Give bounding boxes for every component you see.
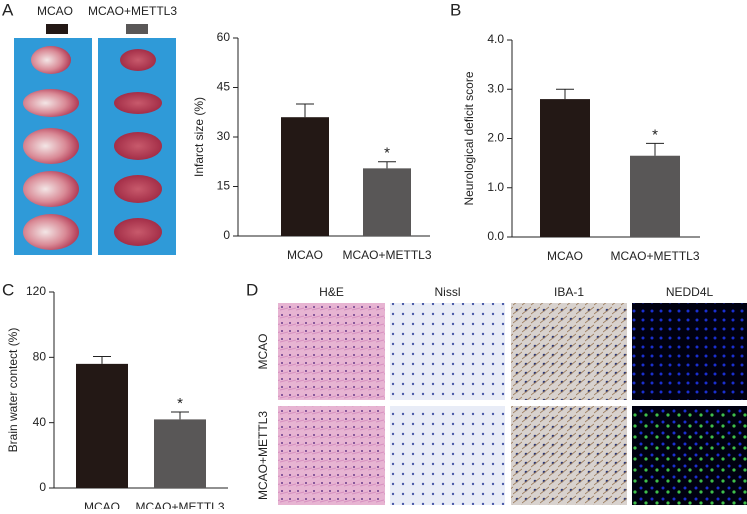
y-tick-label: 30 bbox=[217, 129, 231, 143]
brain-slice bbox=[23, 128, 79, 164]
y-tick-label: 0 bbox=[39, 480, 46, 494]
panel-d: D H&E Nissl IBA-1 NEDD4L MCAO MCAO+METTL3 bbox=[246, 280, 747, 505]
y-tick-label: 0.0 bbox=[487, 229, 504, 243]
brain-slice bbox=[23, 89, 79, 117]
significance-mark: * bbox=[652, 126, 658, 143]
bar bbox=[540, 99, 590, 237]
row-label: MCAO+METTL3 bbox=[256, 411, 270, 500]
y-tick-label: 0 bbox=[223, 228, 230, 242]
x-tick-label: MCAO+METTL3 bbox=[610, 249, 699, 263]
x-tick-label: MCAO bbox=[547, 249, 583, 263]
y-axis-label: Infarct size (%) bbox=[192, 97, 206, 177]
panel-a-images: A MCAO MCAO+METTL3 bbox=[2, 0, 177, 255]
micrograph bbox=[511, 406, 627, 505]
y-tick-label: 60 bbox=[217, 30, 231, 44]
panel-label: D bbox=[246, 280, 258, 299]
micrograph bbox=[632, 406, 747, 505]
brain-slice bbox=[31, 46, 71, 74]
y-axis-label: Brain water contect (%) bbox=[6, 328, 20, 453]
bar bbox=[154, 419, 206, 488]
y-tick-label: 120 bbox=[26, 284, 46, 298]
y-tick-label: 2.0 bbox=[487, 131, 504, 145]
legend-label: MCAO bbox=[37, 4, 73, 18]
panel-label: A bbox=[2, 0, 14, 19]
y-tick-label: 4.0 bbox=[487, 32, 504, 46]
y-tick-label: 45 bbox=[217, 80, 231, 94]
micrograph bbox=[390, 406, 505, 505]
micrograph bbox=[278, 406, 385, 505]
bar bbox=[281, 117, 329, 236]
x-tick-label: MCAO bbox=[287, 248, 323, 262]
y-tick-label: 80 bbox=[33, 350, 47, 364]
y-tick-label: 1.0 bbox=[487, 180, 504, 194]
y-tick-label: 40 bbox=[33, 415, 47, 429]
y-tick-label: 3.0 bbox=[487, 81, 504, 95]
x-tick-label: MCAO bbox=[84, 500, 120, 509]
y-axis-label: Neurological deficit score bbox=[462, 71, 476, 205]
significance-mark: * bbox=[384, 145, 390, 162]
brain-slice bbox=[114, 132, 162, 160]
significance-mark: * bbox=[177, 395, 183, 412]
column-label: IBA-1 bbox=[554, 285, 584, 299]
micrograph bbox=[278, 303, 385, 400]
bar bbox=[76, 363, 128, 488]
bar bbox=[363, 168, 411, 236]
legend-swatch bbox=[46, 24, 68, 34]
legend-label: MCAO+METTL3 bbox=[88, 4, 177, 18]
x-tick-label: MCAO+METTL3 bbox=[342, 248, 431, 262]
x-tick-label: MCAO+METTL3 bbox=[135, 500, 224, 509]
column-label: Nissl bbox=[435, 285, 461, 299]
micrograph bbox=[632, 303, 747, 400]
brain-slice bbox=[120, 49, 156, 71]
brain-slice bbox=[114, 218, 162, 246]
brain-slice bbox=[23, 171, 79, 207]
brain-slice bbox=[114, 92, 162, 114]
brain-slice bbox=[114, 175, 162, 203]
y-tick-label: 15 bbox=[217, 179, 231, 193]
row-label: MCAO bbox=[256, 334, 270, 370]
column-label: H&E bbox=[319, 285, 344, 299]
micrograph bbox=[390, 303, 505, 400]
micrograph bbox=[511, 303, 627, 400]
bar bbox=[630, 155, 680, 237]
brain-slice bbox=[23, 214, 79, 250]
panel-label: C bbox=[2, 280, 14, 299]
legend-swatch bbox=[126, 24, 148, 34]
column-label: NEDD4L bbox=[666, 285, 714, 299]
panel-label: B bbox=[450, 0, 461, 19]
